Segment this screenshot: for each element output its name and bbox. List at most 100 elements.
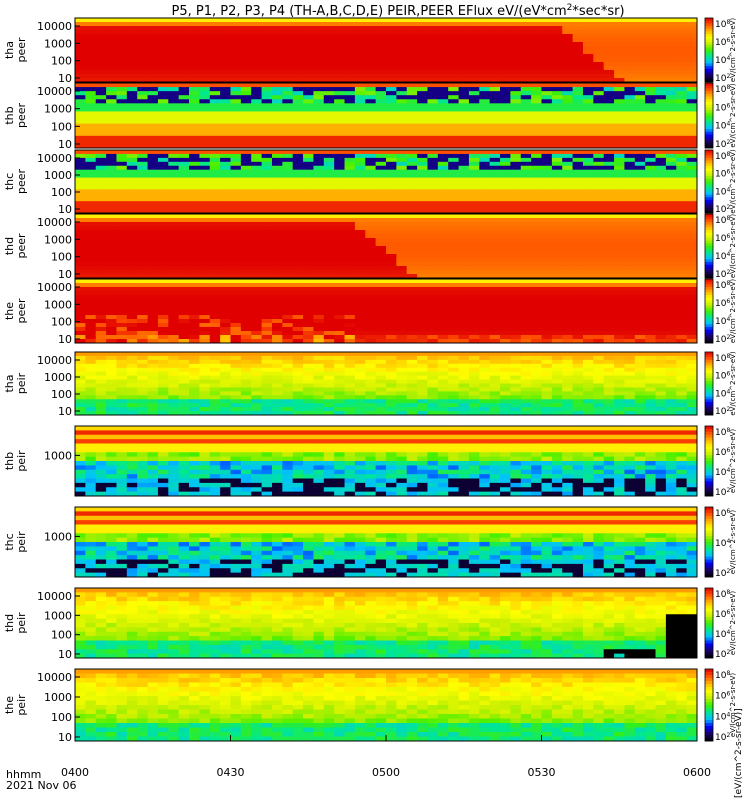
- spectrogram-cell: [665, 214, 677, 219]
- spectrogram-cell: [655, 181, 667, 186]
- spectrogram-cell: [531, 66, 542, 71]
- spectrogram-cell: [261, 123, 273, 129]
- spectrogram-cell: [375, 299, 387, 304]
- spectrogram-cell: [448, 58, 459, 63]
- spectrogram-cell: [603, 58, 615, 63]
- spectrogram-cell: [500, 262, 511, 267]
- spectrogram-cell: [240, 99, 252, 104]
- spectrogram-cell: [220, 209, 231, 214]
- spectrogram-cell: [520, 50, 532, 55]
- spectrogram-cell: [354, 150, 366, 155]
- spectrogram-cell: [240, 119, 252, 125]
- spectrogram-cell: [199, 177, 211, 182]
- spectrogram-cell: [85, 153, 97, 159]
- spectrogram-cell: [230, 201, 242, 206]
- spectrogram-cell: [178, 70, 190, 75]
- spectrogram-cell: [520, 266, 532, 271]
- spectrogram-cell: [271, 331, 283, 336]
- spectrogram-cell: [406, 115, 418, 120]
- spectrogram-cell: [334, 46, 345, 51]
- spectrogram-cell: [645, 139, 656, 145]
- spectrogram-cell: [562, 161, 573, 167]
- spectrogram-cell: [292, 143, 304, 149]
- spectrogram-cell: [189, 131, 200, 137]
- spectrogram-cell: [468, 226, 480, 231]
- spectrogram-cell: [209, 258, 221, 263]
- spectrogram-cell: [168, 83, 180, 88]
- spectrogram-cell: [551, 62, 563, 67]
- spectrogram-cell: [230, 153, 242, 159]
- spectrogram-cell: [624, 242, 636, 247]
- spectrogram-cell: [665, 42, 677, 47]
- spectrogram-cell: [230, 26, 242, 31]
- spectrogram-cell: [303, 307, 314, 312]
- spectrogram-cell: [489, 295, 501, 300]
- spectrogram-cell: [292, 189, 304, 194]
- spectrogram-cell: [323, 287, 335, 292]
- spectrogram-cell: [593, 193, 605, 198]
- spectrogram-cell: [147, 307, 159, 312]
- spectrogram-cell: [510, 91, 522, 96]
- spectrogram-cell: [126, 165, 138, 171]
- spectrogram-cell: [406, 307, 418, 312]
- spectrogram-cell: [417, 135, 428, 141]
- spectrogram-cell: [116, 327, 128, 332]
- spectrogram-cell: [614, 291, 625, 296]
- spectrogram-cell: [686, 295, 698, 300]
- spectrogram-cell: [645, 131, 656, 137]
- spectrogram-cell: [676, 66, 688, 71]
- spectrogram-cell: [531, 34, 542, 39]
- spectrogram-cell: [240, 22, 252, 27]
- spectrogram-cell: [261, 26, 273, 31]
- spectrogram-cell: [655, 279, 667, 284]
- spectrogram-cell: [665, 153, 677, 159]
- spectrogram-cell: [551, 131, 563, 137]
- spectrogram-cell: [448, 193, 459, 198]
- spectrogram-cell: [386, 135, 397, 141]
- spectrogram-cell: [230, 62, 242, 67]
- spectrogram-cell: [116, 209, 128, 214]
- spectrogram-cell: [686, 274, 698, 279]
- spectrogram-cell: [375, 62, 387, 67]
- spectrogram-cell: [531, 279, 542, 284]
- spectrogram-cell: [375, 54, 387, 59]
- colorbar-step: [705, 142, 713, 146]
- spectrogram-cell: [334, 103, 345, 108]
- spectrogram-cell: [230, 139, 242, 145]
- spectrogram-cell: [479, 254, 491, 259]
- spectrogram-cell: [261, 279, 273, 284]
- spectrogram-cell: [562, 91, 573, 96]
- spectrogram-cell: [500, 115, 511, 120]
- spectrogram-cell: [116, 165, 128, 171]
- spectrogram-cell: [396, 209, 408, 214]
- spectrogram-cell: [582, 214, 594, 219]
- spectrogram-cell: [427, 209, 439, 214]
- spectrogram-cell: [396, 173, 408, 178]
- spectrogram-cell: [531, 226, 542, 231]
- spectrogram-cell: [157, 103, 169, 108]
- spectrogram-cell: [220, 78, 231, 83]
- spectrogram-cell: [375, 287, 387, 292]
- spectrogram-cell: [95, 173, 107, 178]
- spectrogram-cell: [365, 34, 377, 39]
- spectrogram-cell: [479, 319, 491, 324]
- spectrogram-cell: [541, 83, 553, 88]
- spectrogram-cell: [593, 30, 605, 35]
- spectrogram-cell: [386, 58, 397, 63]
- spectrogram-cell: [489, 201, 501, 206]
- spectrogram-cell: [479, 331, 491, 336]
- spectrogram-cell: [417, 78, 428, 83]
- spectrogram-cell: [510, 38, 522, 43]
- spectrogram-cell: [417, 83, 428, 88]
- spectrogram-cell: [665, 307, 677, 312]
- spectrogram-cell: [137, 30, 148, 35]
- spectrogram-cell: [614, 279, 625, 284]
- spectrogram-cell: [562, 303, 573, 308]
- spectrogram-cell: [634, 95, 646, 100]
- spectrogram-cell: [386, 307, 397, 312]
- spectrogram-cell: [665, 323, 677, 328]
- spectrogram-cell: [303, 34, 314, 39]
- spectrogram-cell: [271, 311, 283, 316]
- spectrogram-cell: [386, 339, 397, 344]
- spectrogram-cell: [479, 222, 491, 227]
